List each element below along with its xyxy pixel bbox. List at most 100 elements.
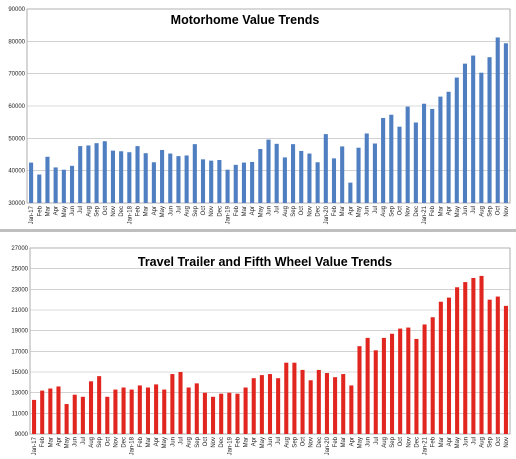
trailer-bar [284, 362, 289, 434]
trailer-bar [430, 317, 435, 434]
trailer-x-tick-label: Jul [179, 437, 185, 445]
trailer-x-tick-label: Aug [89, 437, 95, 448]
motorhome-x-tick-label: Jul [471, 206, 477, 214]
motorhome-x-tick-label: May [357, 206, 363, 217]
trailer-x-tick-label: Feb [235, 436, 241, 447]
motorhome-y-tick-label: 30000 [8, 201, 25, 207]
motorhome-chart-title: Motorhome Value Trends [171, 13, 320, 27]
trailer-x-tick-label: Aug [480, 437, 486, 448]
trailer-chart-panel: 9000 11000 13000 15000 17000 19000 21000 23000 2… [0, 232, 516, 459]
trailer-bar [170, 374, 175, 434]
trailer-bar [446, 297, 452, 434]
motorhome-x-tick-label: Nov [504, 206, 510, 217]
trailer-x-tick-label: Oct [105, 437, 111, 447]
trailer-x-tick-label: Aug [382, 437, 388, 448]
trailer-bar [145, 387, 150, 434]
trailer-bar [211, 396, 216, 434]
trailer-x-tick-label: May [455, 437, 461, 448]
motorhome-bar [364, 133, 369, 203]
motorhome-bar [217, 159, 222, 203]
trailer-y-tick-label: 27000 [11, 246, 28, 252]
motorhome-x-tick-label: Jun [267, 206, 273, 216]
motorhome-bar [250, 161, 255, 203]
motorhome-bar [86, 145, 91, 203]
trailer-bar [48, 388, 53, 434]
trailer-bar [463, 282, 468, 434]
motorhome-bar [225, 169, 230, 203]
motorhome-bar [471, 55, 476, 204]
trailer-bar [406, 327, 411, 434]
motorhome-bar [176, 156, 181, 203]
motorhome-bar [69, 165, 75, 203]
trailer-bar [251, 378, 256, 434]
trailer-x-tick-label: Sep [195, 436, 201, 447]
trailer-bar [113, 389, 118, 434]
trailer-x-tick-label: Sep [97, 436, 103, 447]
motorhome-bar [315, 162, 320, 203]
trailer-x-tick-label: Sep [390, 436, 396, 447]
motorhome-x-tick-label: Feb [37, 205, 43, 216]
trailer-bar [267, 374, 273, 434]
trailer-bar [341, 374, 346, 434]
trailer-x-tick-label: Jan-20 [325, 436, 331, 455]
motorhome-bar [462, 63, 468, 203]
motorhome-x-tick-label: Jun [70, 206, 76, 216]
motorhome-bar [29, 162, 34, 203]
motorhome-bar [53, 167, 58, 203]
motorhome-bar [487, 57, 492, 203]
trailer-x-tick-label: Jul [276, 437, 282, 445]
motorhome-x-tick-label: Aug [381, 206, 387, 217]
motorhome-bar [233, 164, 238, 203]
motorhome-bar [348, 182, 353, 203]
motorhome-x-tick-label: Jan-18 [127, 205, 133, 224]
motorhome-x-tick-label: Dec [414, 206, 420, 217]
motorhome-x-tick-label: Jul [373, 206, 379, 214]
motorhome-bar [438, 96, 443, 203]
trailer-bar [479, 275, 484, 434]
motorhome-x-tick-label: Mar [438, 206, 444, 216]
trailer-x-tick-label: Dec [219, 437, 225, 448]
trailer-x-tick-label: Oct [496, 437, 502, 447]
trailer-x-tick-label: Sep [488, 436, 494, 447]
trailer-x-tick-label: Jul [374, 437, 380, 445]
trailer-x-tick-label: Mar [146, 437, 152, 447]
trailer-bar [154, 384, 159, 434]
motorhome-x-tick-label: Oct [201, 206, 207, 216]
trailer-bar [40, 390, 45, 434]
motorhome-bar [299, 150, 304, 203]
trailer-y-tick-label: 13000 [11, 391, 28, 397]
motorhome-x-tick-label: Mar [45, 206, 51, 216]
trailer-x-tick-label: Aug [284, 437, 290, 448]
trailer-x-tick-label: Jul [471, 437, 477, 445]
trailer-x-tick-label: Jun [463, 437, 469, 447]
motorhome-bar [413, 122, 418, 203]
trailer-x-tick-label: Mar [244, 437, 250, 447]
motorhome-value-chart: 30000 40000 50000 60000 70000 80000 90000 Jan-1… [8, 7, 511, 224]
motorhome-bar [454, 77, 459, 203]
trailer-x-tick-label: May [357, 437, 363, 448]
trailer-x-tick-label: Apr [252, 437, 258, 446]
motorhome-x-tick-label: Apr [54, 206, 60, 215]
trailer-bar [381, 337, 386, 434]
motorhome-bar [397, 126, 402, 203]
trailer-bar [390, 333, 395, 434]
motorhome-x-tick-label: May [160, 206, 166, 217]
motorhome-bar [389, 114, 394, 203]
motorhome-bar [135, 146, 140, 203]
trailer-bar [129, 389, 134, 434]
trailer-x-tick-label: Jan-17 [32, 436, 38, 455]
trailer-bar [495, 296, 500, 434]
motorhome-bar [94, 143, 99, 203]
motorhome-x-tick-label: Apr [152, 206, 158, 215]
motorhome-bar [209, 160, 214, 203]
trailer-x-tick-label: Jun [366, 437, 372, 447]
motorhome-x-tick-label: May [258, 206, 264, 217]
motorhome-bar [291, 144, 296, 203]
trailer-bar [349, 385, 354, 434]
motorhome-bar [258, 149, 263, 203]
motorhome-bar [127, 152, 132, 203]
motorhome-chart-panel: 30000 40000 50000 60000 70000 80000 90000 Jan-1… [0, 0, 516, 229]
motorhome-x-tick-label: Nov [209, 206, 215, 217]
motorhome-bar [356, 147, 361, 203]
